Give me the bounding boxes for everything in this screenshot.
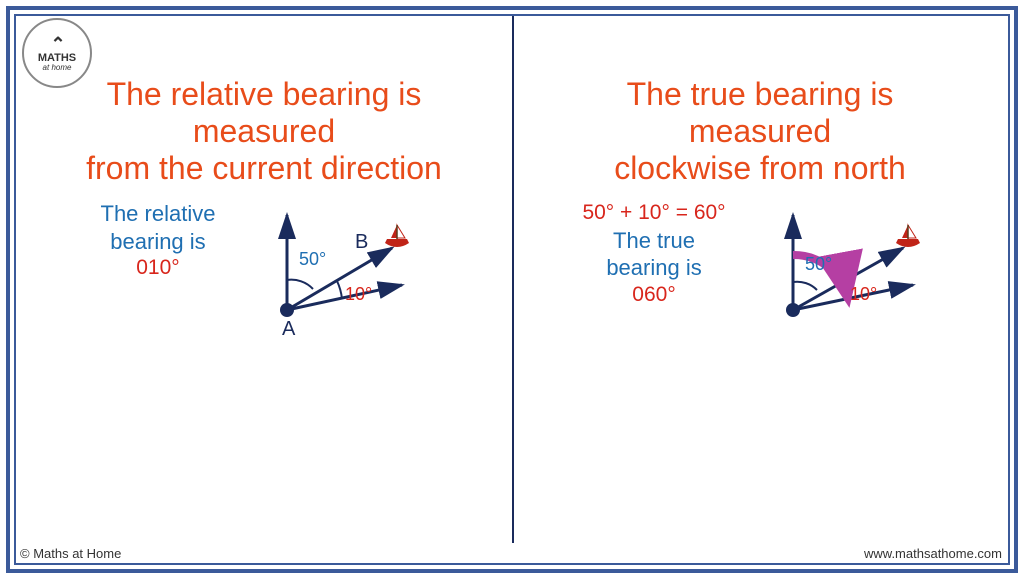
left-subtext: The relative bearing is 010° — [101, 200, 216, 281]
right-sub-l1: The true — [582, 227, 725, 255]
right-subtext: 50° + 10° = 60° The true bearing is 060° — [582, 200, 725, 308]
right-title: The true bearing is measured clockwise f… — [522, 76, 998, 186]
inner-border: ⌃ MATHS at home The relative bearing is … — [14, 14, 1010, 565]
left-label-b: B — [355, 231, 368, 253]
right-sub-l2: bearing is — [582, 254, 725, 282]
footer-right: www.mathsathome.com — [864, 546, 1002, 561]
right-row: 50° + 10° = 60° The true bearing is 060° — [522, 200, 998, 350]
boat-icon — [385, 225, 409, 247]
right-panel: The true bearing is measured clockwise f… — [522, 76, 998, 350]
right-angle10: 10° — [850, 284, 877, 304]
left-angle50: 50° — [299, 249, 326, 269]
left-sub-l1: The relative — [101, 200, 216, 228]
right-calc: 50° + 10° = 60° — [582, 200, 725, 226]
left-row: The relative bearing is 010° — [26, 200, 502, 350]
left-title-l1: The relative bearing is — [107, 76, 422, 112]
logo-roof-icon: ⌃ — [50, 35, 63, 53]
left-title-l3: from the current direction — [86, 150, 442, 186]
left-sub-l3: 010° — [101, 255, 216, 281]
left-sub-l2: bearing is — [101, 228, 216, 256]
footer-left: © Maths at Home — [20, 546, 121, 561]
left-diagram: 50° 10° A B — [227, 200, 427, 350]
right-angle50: 50° — [805, 254, 832, 274]
vertical-divider — [512, 16, 514, 543]
right-title-l3: clockwise from north — [614, 150, 906, 186]
right-title-l1: The true bearing is — [627, 76, 894, 112]
left-panel: The relative bearing is measured from th… — [26, 76, 502, 350]
left-label-a: A — [282, 318, 296, 340]
logo-sub: at home — [43, 64, 72, 72]
right-sub-l3: 060° — [582, 282, 725, 308]
right-title-l2: measured — [689, 113, 831, 149]
left-title: The relative bearing is measured from th… — [26, 76, 502, 186]
left-angle10: 10° — [345, 284, 372, 304]
left-title-l2: measured — [193, 113, 335, 149]
outer-border: ⌃ MATHS at home The relative bearing is … — [6, 6, 1018, 573]
boat-icon — [896, 225, 920, 247]
right-diagram: 50° 10° — [738, 200, 938, 350]
logo-top: MATHS — [38, 53, 76, 64]
